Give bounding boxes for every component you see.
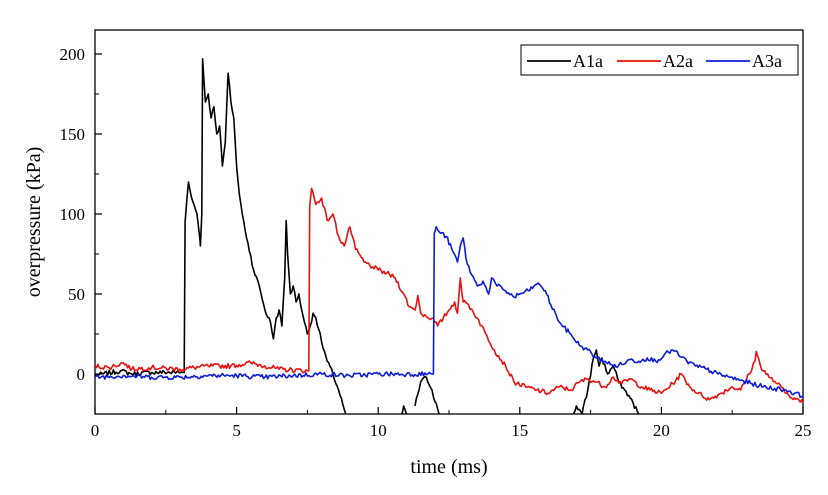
series-line [414, 375, 440, 414]
series-a3a [95, 226, 803, 399]
x-axis-title: time (ms) [410, 456, 487, 478]
y-axis: 0 50 100 150 200 [60, 45, 102, 384]
legend-label: A3a [752, 51, 782, 71]
series-a1a [95, 58, 640, 414]
legend-label: A1a [573, 51, 603, 71]
x-tick-label: 0 [91, 421, 100, 440]
series-line [401, 405, 409, 414]
y-tick-label: 100 [60, 205, 86, 224]
series-layer [95, 58, 803, 414]
legend: A1a A2a A3a [520, 44, 799, 76]
x-tick-label: 15 [511, 421, 528, 440]
legend-box [520, 44, 799, 76]
series-line [95, 226, 803, 399]
legend-label: A2a [663, 51, 693, 71]
x-tick-label: 5 [232, 421, 241, 440]
series-line [572, 349, 640, 414]
x-tick-label: 25 [795, 421, 812, 440]
y-tick-label: 0 [77, 365, 86, 384]
x-tick-label: 10 [370, 421, 387, 440]
y-tick-label: 200 [60, 45, 86, 64]
y-axis-title: overpressure (kPa) [23, 147, 45, 298]
series-line [95, 187, 803, 404]
y-tick-label: 150 [60, 125, 86, 144]
series-a2a [95, 187, 803, 404]
series-line [95, 58, 347, 414]
y-tick-label: 50 [68, 285, 85, 304]
x-axis: 0 5 10 15 20 25 [91, 407, 812, 440]
x-tick-label: 20 [653, 421, 670, 440]
